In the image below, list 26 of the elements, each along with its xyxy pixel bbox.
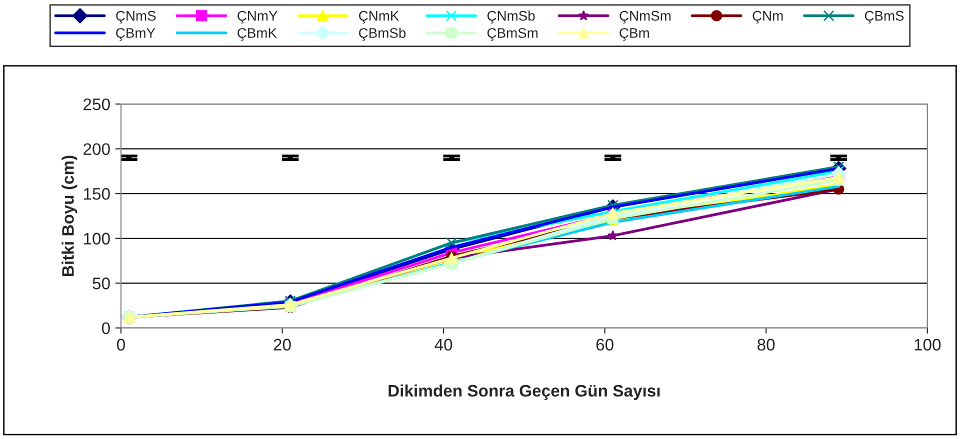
y-tick-label: 150: [84, 188, 110, 200]
x-tick-label: 0: [116, 338, 125, 351]
x-tick-label: 40: [434, 338, 452, 351]
legend-label: ÇBmK: [238, 28, 277, 41]
legend-label: ÇNmSm: [620, 10, 671, 24]
legend-label: ÇBmY: [116, 28, 156, 41]
y-tick-label: 50: [92, 278, 110, 290]
legend-label: ÇBmSb: [359, 28, 406, 41]
x-tick-label: 80: [758, 338, 775, 351]
x-tick-label: 60: [596, 338, 614, 351]
y-tick-label: 200: [84, 143, 110, 156]
x-axis-title: Dikimden Sonra Geçen Gün Sayısı: [388, 384, 660, 400]
legend-label: ÇNmY: [238, 10, 278, 24]
y-axis-title: Bitki Boyu (cm): [62, 156, 78, 276]
x-tick-label: 100: [914, 338, 941, 351]
legend-label: ÇBm: [620, 28, 649, 41]
legend-label: ÇBmSm: [487, 28, 538, 41]
legend-label: ÇNmSb: [487, 10, 535, 24]
legend-label: ÇNmS: [116, 10, 156, 24]
legend-label: ÇNmK: [359, 10, 400, 24]
y-tick-label: 0: [102, 322, 110, 334]
y-tick-label: 100: [84, 232, 110, 245]
y-tick-label: 250: [84, 98, 110, 110]
x-tick-label: 20: [274, 338, 291, 351]
legend-label: ÇNm: [752, 10, 783, 24]
legend-label: ÇBmS: [864, 10, 904, 24]
